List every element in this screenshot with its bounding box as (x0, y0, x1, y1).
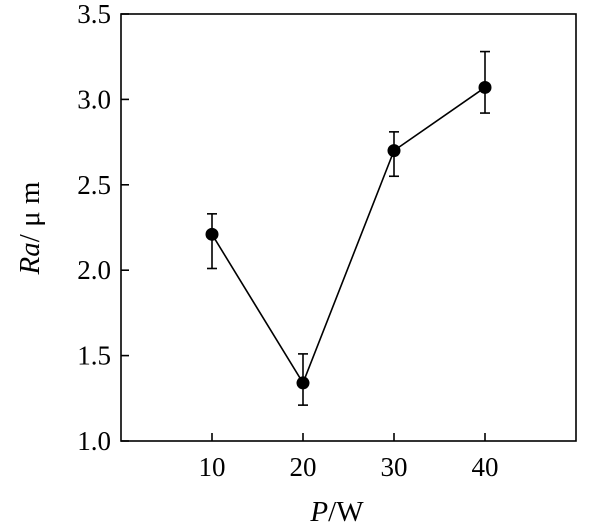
y-tick-label: 3.5 (77, 0, 111, 29)
y-axis-ticks: 1.0 1.5 2.0 2.5 3.0 3.5 (77, 0, 129, 456)
plot-frame (120, 13, 577, 442)
data-point (296, 376, 310, 390)
y-axis-title: Ra/ μ m (14, 181, 46, 275)
y-tick-label: 3.0 (77, 84, 111, 114)
y-axis-title-unit: / μ m (14, 181, 46, 242)
x-tick-label: 20 (290, 452, 317, 482)
x-axis-title-unit: /W (328, 496, 364, 528)
data-point (387, 144, 401, 158)
y-tick-label: 2.5 (77, 170, 111, 200)
x-axis-title: P/W (309, 496, 364, 528)
data-point (205, 227, 219, 241)
y-tick-label: 1.5 (77, 341, 111, 371)
series-line (211, 86, 486, 385)
y-axis-title-variable: Ra (14, 242, 46, 275)
x-axis-ticks: 10 20 30 40 (199, 433, 499, 482)
x-tick-label: 10 (199, 452, 226, 482)
x-axis-title-variable: P (309, 496, 328, 528)
y-tick-label: 1.0 (77, 426, 111, 456)
x-tick-label: 40 (472, 452, 499, 482)
y-tick-label: 2.0 (77, 255, 111, 285)
data-point (478, 80, 492, 94)
series-group (205, 50, 492, 406)
x-tick-label: 30 (381, 452, 408, 482)
